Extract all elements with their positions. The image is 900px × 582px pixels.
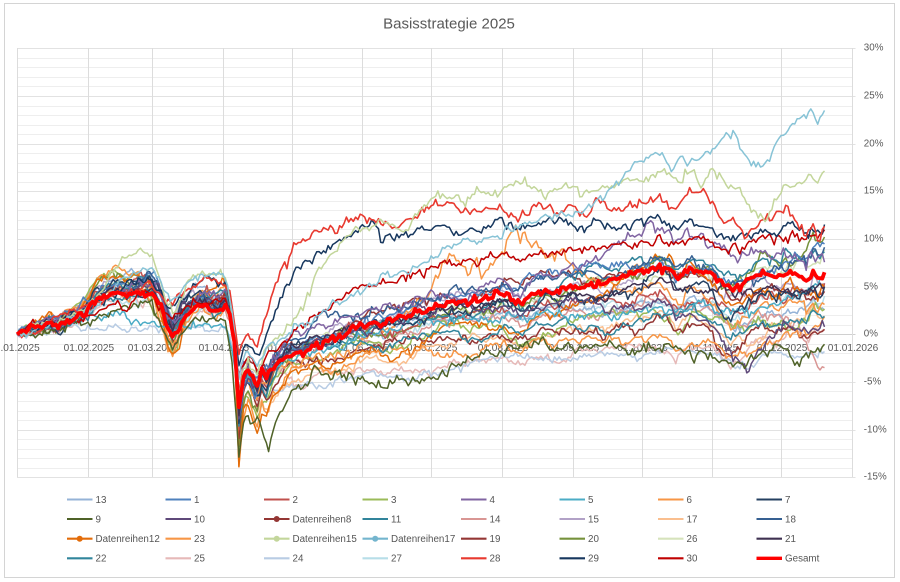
svg-text:28: 28 xyxy=(490,554,501,565)
svg-text:13: 13 xyxy=(96,495,107,506)
svg-text:10: 10 xyxy=(194,514,205,525)
svg-text:Datenreihen8: Datenreihen8 xyxy=(293,514,352,525)
svg-text:19: 19 xyxy=(490,534,501,545)
svg-text:7: 7 xyxy=(785,495,790,506)
svg-text:4: 4 xyxy=(490,495,496,506)
svg-text:0%: 0% xyxy=(864,329,878,340)
svg-text:Gesamt: Gesamt xyxy=(785,554,820,565)
svg-text:25%: 25% xyxy=(864,91,884,102)
svg-text:Basisstrategie 2025: Basisstrategie 2025 xyxy=(383,16,515,33)
svg-text:01.06.2025: 01.06.2025 xyxy=(338,343,389,354)
svg-text:15%: 15% xyxy=(864,186,884,197)
svg-text:-15%: -15% xyxy=(864,472,887,483)
svg-text:15: 15 xyxy=(588,514,599,525)
svg-text:01.04.2025: 01.04.2025 xyxy=(199,343,250,354)
svg-text:30%: 30% xyxy=(864,43,884,54)
svg-text:20: 20 xyxy=(588,534,599,545)
svg-text:10%: 10% xyxy=(864,234,884,245)
svg-text:29: 29 xyxy=(588,554,599,565)
svg-text:3: 3 xyxy=(391,495,397,506)
svg-text:01.02.2025: 01.02.2025 xyxy=(64,343,115,354)
svg-text:01.03.2025: 01.03.2025 xyxy=(128,343,179,354)
svg-text:5: 5 xyxy=(588,495,594,506)
svg-text:6: 6 xyxy=(687,495,693,506)
svg-text:26: 26 xyxy=(687,534,698,545)
svg-text:01.08.2025: 01.08.2025 xyxy=(478,343,529,354)
svg-text:01.01.2025: 01.01.2025 xyxy=(0,343,40,354)
svg-text:01.01.2026: 01.01.2026 xyxy=(828,343,879,354)
svg-text:1: 1 xyxy=(194,495,199,506)
svg-text:5%: 5% xyxy=(864,282,878,293)
svg-text:22: 22 xyxy=(96,554,107,565)
svg-text:-10%: -10% xyxy=(864,425,887,436)
svg-text:27: 27 xyxy=(391,554,402,565)
svg-text:18: 18 xyxy=(785,514,796,525)
svg-text:01.09.2025: 01.09.2025 xyxy=(549,343,600,354)
svg-text:Datenreihen12: Datenreihen12 xyxy=(96,534,160,545)
svg-text:Datenreihen15: Datenreihen15 xyxy=(293,534,358,545)
svg-text:30: 30 xyxy=(687,554,698,565)
svg-text:-5%: -5% xyxy=(864,377,882,388)
svg-text:24: 24 xyxy=(293,554,304,565)
svg-text:21: 21 xyxy=(785,534,796,545)
svg-text:2: 2 xyxy=(293,495,298,506)
svg-text:11: 11 xyxy=(391,514,401,525)
svg-text:20%: 20% xyxy=(864,139,884,150)
svg-text:14: 14 xyxy=(490,514,501,525)
svg-text:17: 17 xyxy=(687,514,698,525)
svg-text:23: 23 xyxy=(194,534,205,545)
svg-text:01.07.2025: 01.07.2025 xyxy=(407,343,458,354)
svg-text:Datenreihen17: Datenreihen17 xyxy=(391,534,455,545)
svg-text:9: 9 xyxy=(96,514,101,525)
svg-text:25: 25 xyxy=(194,554,205,565)
